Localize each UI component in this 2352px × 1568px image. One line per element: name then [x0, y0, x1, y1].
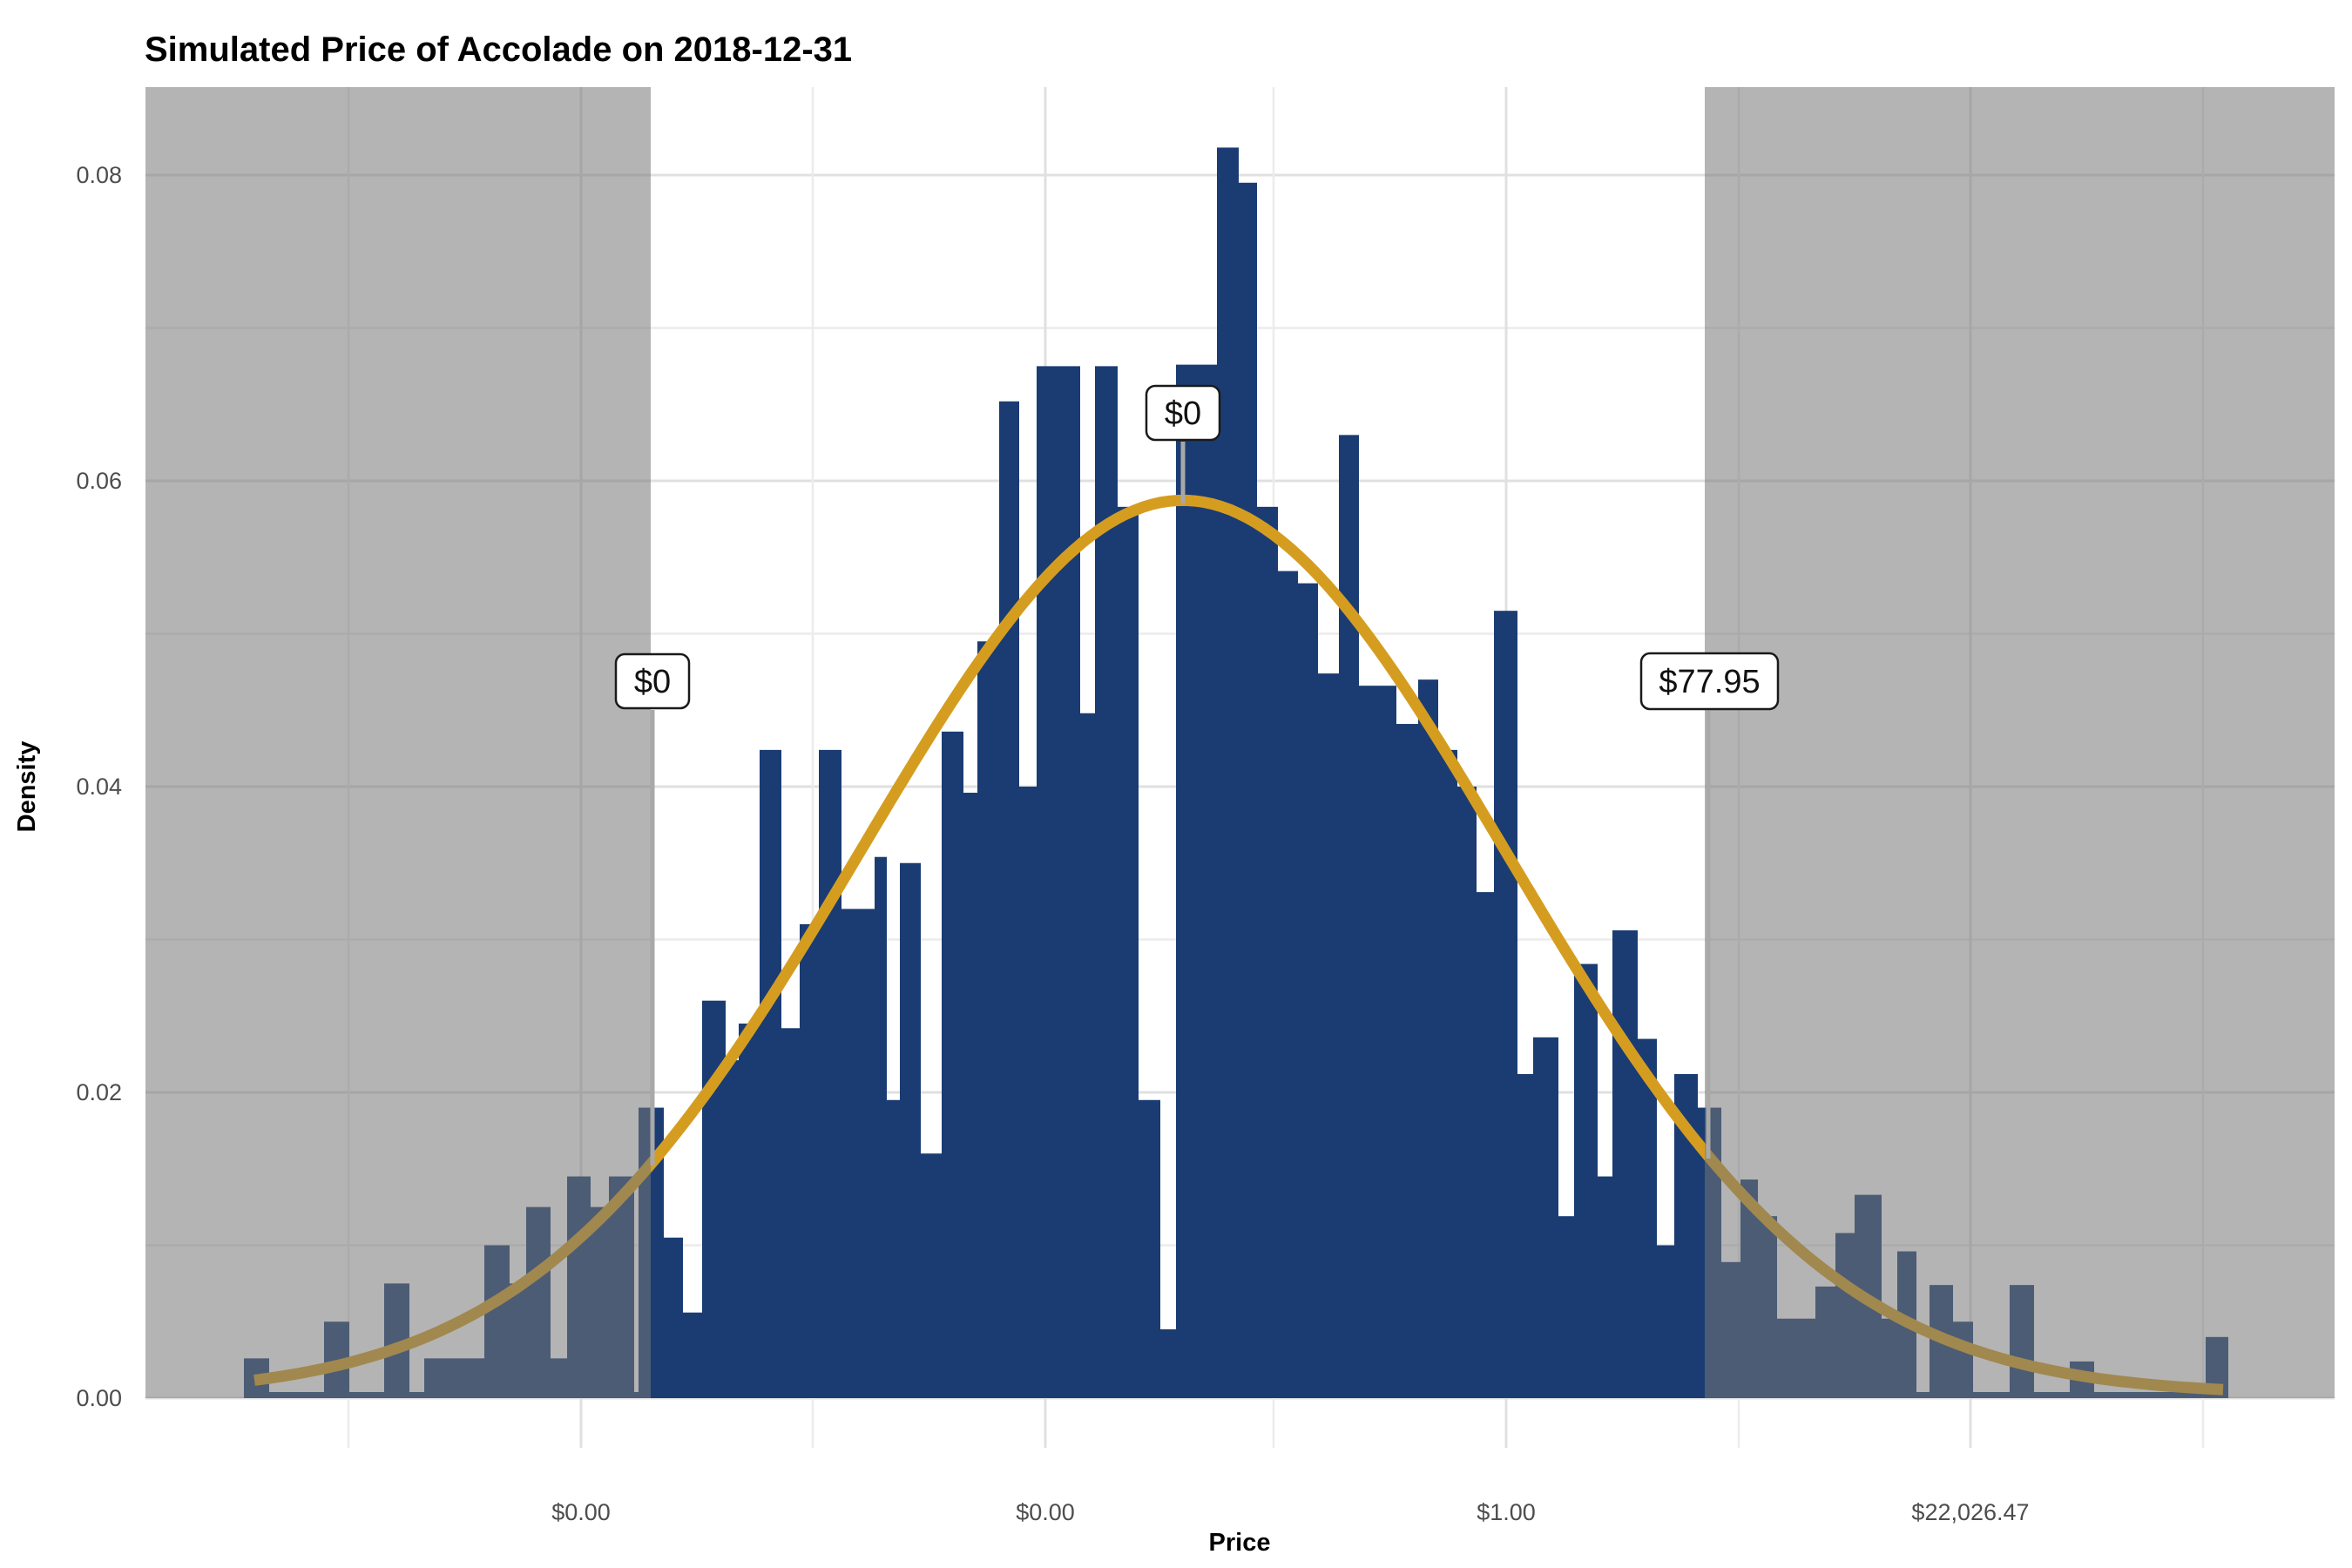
x-axis-title: Price	[1209, 1529, 1271, 1557]
histogram-bar	[1517, 1073, 1533, 1398]
histogram-bar	[1217, 147, 1239, 1398]
histogram-bar	[819, 749, 841, 1398]
x-tick-label: $22,026.47	[1911, 1499, 2029, 1525]
histogram-bar	[900, 862, 921, 1398]
histogram-bar	[664, 1237, 683, 1398]
histogram-bar	[726, 1060, 739, 1398]
histogram-bar	[760, 749, 781, 1398]
histogram-bar	[942, 731, 963, 1398]
histogram-bar	[1318, 673, 1339, 1398]
confidence-interval-shading	[145, 87, 2335, 1398]
histogram-bar	[702, 1000, 726, 1398]
x-tick-label: $0.00	[551, 1499, 611, 1525]
histogram-bar	[1598, 1176, 1612, 1398]
annotation-box	[1639, 652, 1780, 711]
histogram-bar	[1257, 506, 1278, 1398]
histogram-bar	[1239, 182, 1257, 1398]
histogram-bar	[1558, 1216, 1574, 1398]
ci-band-left	[145, 87, 651, 1398]
x-tick-label: $0.00	[1016, 1499, 1075, 1525]
y-tick-label: 0.06	[76, 468, 122, 494]
annotation-box	[614, 652, 691, 710]
histogram-bar	[1339, 435, 1359, 1399]
histogram-bar	[1477, 892, 1494, 1398]
histogram-bar	[1494, 611, 1517, 1398]
histogram-bar	[1612, 929, 1638, 1398]
annotation-text: $0	[634, 664, 671, 700]
annotation-text: $0	[1165, 395, 1201, 432]
histogram-bar	[781, 1028, 800, 1398]
histogram-bar	[1298, 583, 1318, 1398]
annotation-pointer-lines	[650, 442, 1711, 1166]
histogram-bar	[1118, 506, 1139, 1398]
axis-tick-labels: 0.00 0.02 0.04 0.06 0.08 $0.00 $0.00 $1.00 $22,0…	[76, 162, 2029, 1525]
y-tick-label: 0.08	[76, 162, 122, 188]
histogram-bar	[1657, 1245, 1674, 1398]
histogram-bar	[841, 909, 875, 1398]
y-tick-label: 0.00	[76, 1385, 122, 1411]
histogram-bar	[887, 1099, 900, 1398]
histogram-bar	[1359, 686, 1396, 1398]
ci-band-right	[1705, 87, 2335, 1398]
histogram-bar	[1396, 724, 1418, 1398]
histogram-bar	[1278, 571, 1298, 1398]
annotation-text: $77.95	[1659, 664, 1760, 700]
histogram-bar	[963, 793, 977, 1398]
x-tick-label: $1.00	[1477, 1499, 1536, 1525]
y-axis-title: Density	[13, 741, 41, 833]
annotation-box	[1145, 384, 1221, 442]
histogram-bar	[1176, 364, 1217, 1398]
histogram-bar	[1095, 366, 1118, 1398]
histogram-bar	[977, 641, 999, 1398]
histogram-bar	[1139, 1099, 1160, 1398]
histogram-bar	[800, 923, 819, 1398]
histogram-bar	[1418, 679, 1438, 1398]
histogram-bar	[1638, 1038, 1657, 1398]
histogram-bar	[999, 401, 1019, 1398]
histogram-bar	[1438, 749, 1457, 1398]
histogram-bar	[875, 856, 887, 1398]
histogram-bar	[1457, 787, 1477, 1398]
y-tick-label: 0.04	[76, 774, 122, 800]
chart-title: Simulated Price of Accolade on 2018-12-3…	[145, 30, 853, 69]
annotation-labels: $0 $0 $77.95	[614, 384, 1780, 711]
histogram-bar	[683, 1312, 702, 1398]
histogram-bar	[1019, 787, 1037, 1398]
histogram-bar	[921, 1153, 942, 1398]
y-tick-label: 0.02	[76, 1079, 122, 1105]
histogram-bar	[1080, 713, 1095, 1398]
histogram-bar	[739, 1024, 760, 1398]
histogram-bar	[1574, 963, 1598, 1398]
histogram-bar	[1533, 1037, 1558, 1398]
histogram-bar	[1037, 366, 1080, 1398]
histogram-bar	[1160, 1329, 1176, 1398]
